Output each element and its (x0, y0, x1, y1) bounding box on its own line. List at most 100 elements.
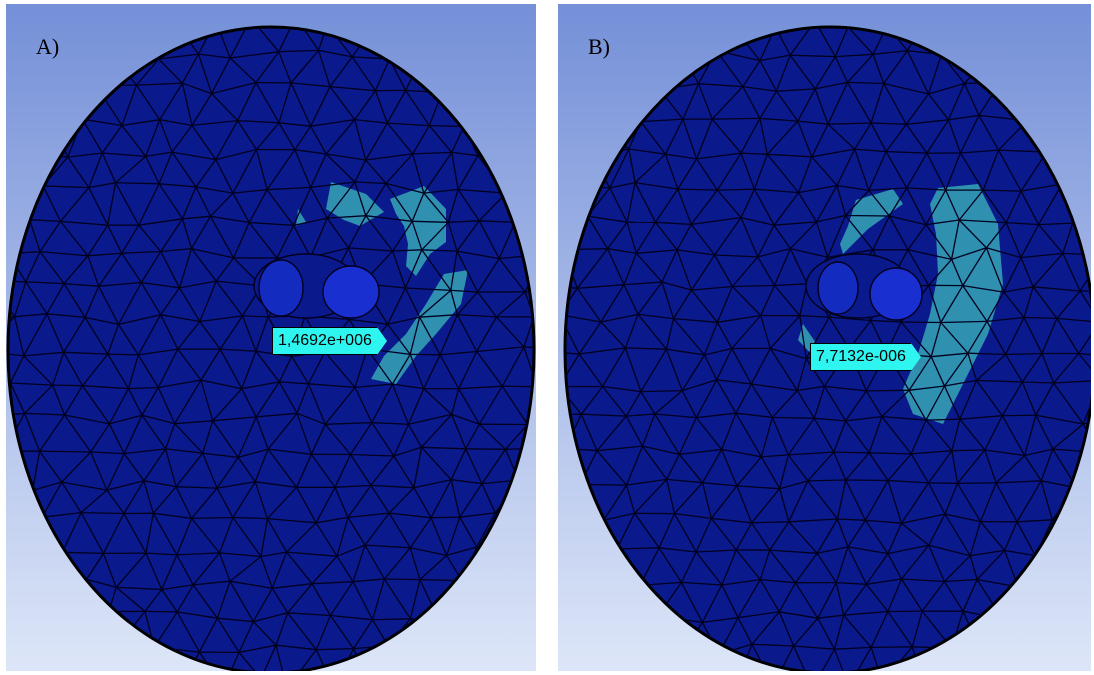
mesh-edge (393, 455, 415, 489)
mesh-edge (603, 484, 628, 521)
mesh-edge (32, 481, 62, 491)
mesh-edge (985, 222, 1007, 249)
mesh-edge (970, 549, 1005, 557)
mesh-edge (214, 27, 231, 59)
mesh-edge (64, 282, 99, 287)
mesh-edge (814, 56, 836, 90)
mesh-edge (354, 90, 376, 120)
mesh-edge (161, 584, 194, 591)
mesh-edge (640, 348, 667, 392)
mesh-edge (664, 153, 679, 190)
mesh-edge (836, 148, 856, 186)
mesh-edge (296, 383, 310, 414)
mesh-edge (286, 522, 317, 553)
mesh-edge (107, 324, 120, 355)
mesh-edge (959, 418, 986, 451)
mesh-edge (39, 450, 91, 453)
mesh-edge (90, 451, 125, 455)
mesh-edge (1020, 257, 1034, 288)
mesh-edge (837, 518, 866, 521)
mesh-edge (296, 454, 312, 488)
mesh-edge (870, 611, 889, 648)
mesh-edge (411, 192, 425, 222)
mesh-edge (312, 581, 354, 585)
mesh-edge (815, 221, 829, 258)
mesh-edge (405, 287, 451, 292)
mesh-edge (215, 159, 234, 194)
mesh-edge (807, 480, 839, 520)
mesh-edge (212, 388, 243, 422)
mesh-edge (753, 188, 775, 226)
mesh-edge (9, 382, 26, 414)
mesh-edge (229, 580, 254, 622)
mesh-edge (625, 445, 644, 486)
mesh-edge (789, 27, 816, 56)
mesh-edge (171, 151, 197, 188)
mesh-edge (787, 417, 815, 456)
mesh-edge (731, 286, 762, 316)
mesh-edge (137, 354, 159, 388)
mesh-edge (123, 414, 143, 454)
mesh-edge (121, 84, 138, 126)
mesh-edge (944, 513, 971, 557)
mesh-edge (29, 219, 61, 223)
mesh-edge (702, 617, 739, 624)
mesh-edge (348, 247, 393, 252)
mesh-edge (287, 612, 317, 651)
mesh-edge (772, 416, 815, 419)
mesh-edge (847, 27, 874, 55)
mesh-edge (423, 388, 453, 415)
mesh-edge (211, 57, 231, 94)
mesh-edge (716, 286, 733, 323)
mesh-edge (776, 88, 816, 92)
mesh-edge (640, 391, 656, 415)
mesh-edge (928, 545, 945, 582)
mesh-edge (1004, 549, 1036, 557)
mesh-edge (255, 149, 268, 190)
mesh-edge (906, 187, 927, 226)
mesh-edge (928, 513, 946, 546)
mesh-edge (458, 388, 480, 425)
mesh-edge (760, 285, 776, 316)
mesh-edge (115, 182, 160, 185)
mesh-edge (951, 450, 959, 484)
probe-annotation-b[interactable]: 7,7132e-006 (810, 342, 921, 372)
mesh-edge (603, 512, 635, 521)
mesh-edge (865, 519, 902, 524)
mesh-edge (310, 125, 327, 155)
mesh-edge (760, 315, 771, 349)
mesh-edge (140, 251, 162, 283)
mesh-edge (523, 316, 534, 348)
mesh-edge (654, 413, 697, 419)
mesh-edge (1038, 222, 1073, 226)
mesh-edge (389, 512, 432, 519)
mesh-edge (655, 221, 692, 226)
mesh-edge (67, 156, 90, 188)
mesh-edge (326, 153, 366, 161)
mesh-edge (814, 81, 848, 90)
mesh-edge (799, 315, 830, 318)
probe-value-b: 7,7132e-006 (810, 343, 912, 371)
mesh-edge (712, 117, 760, 120)
mesh-edge (324, 351, 356, 388)
mesh-edge (580, 386, 604, 415)
mesh-edge (967, 353, 978, 381)
probe-annotation-a[interactable]: 1,4692e+006 (272, 326, 387, 356)
mesh-edge (385, 182, 424, 194)
mesh-edge (788, 518, 838, 523)
mesh-edge (419, 554, 448, 581)
mesh-edge (998, 149, 1047, 153)
mesh-edge (115, 552, 147, 588)
mesh-edge (143, 480, 154, 514)
mesh-edge (374, 58, 391, 91)
mesh-edge (887, 479, 929, 484)
mesh-edge (959, 380, 978, 420)
mesh-edge (642, 445, 680, 456)
mesh-edge (88, 187, 109, 226)
mesh-edge (384, 578, 420, 581)
mesh-edge (43, 185, 89, 189)
mesh-edge (716, 321, 733, 349)
mesh-edge (690, 189, 718, 225)
mesh-edge (982, 189, 1007, 223)
mesh-edge (334, 454, 352, 488)
